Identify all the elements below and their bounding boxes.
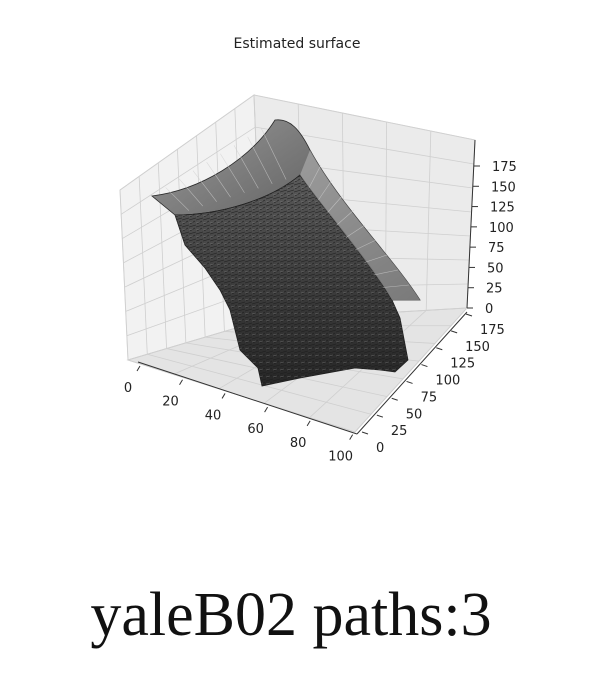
y-axis-line [356, 311, 468, 435]
x-tick-label: 80 [290, 436, 307, 451]
z-axis-line [466, 139, 476, 309]
surface-highlight [300, 150, 420, 300]
y-tick-mark [436, 347, 443, 351]
y-tick-label: 150 [465, 340, 490, 355]
x-tick-mark [179, 379, 183, 385]
y-tick-label: 0 [376, 441, 384, 456]
y-tick-label: 125 [450, 357, 475, 372]
mesh-line [192, 170, 217, 202]
x-ticks: 0 20 40 60 80 100 [124, 365, 354, 465]
x-tick-label: 100 [328, 450, 353, 465]
mesh-line [233, 145, 259, 189]
x-tick-mark [221, 393, 226, 399]
x-tick-mark [136, 365, 141, 372]
y-tick-label: 175 [480, 323, 505, 338]
mesh-line [206, 162, 231, 198]
y-tick-mark [450, 330, 458, 334]
z-tick-label: 175 [492, 160, 517, 175]
x-grid-line [425, 130, 432, 311]
y-grid-line [157, 162, 167, 349]
mesh-line [345, 224, 366, 238]
y-grid-line [138, 176, 148, 355]
mesh-line [318, 179, 333, 201]
x-axis-line [137, 361, 358, 435]
z-tick-label: 75 [488, 241, 505, 256]
x-tick-label: 60 [247, 422, 264, 437]
y-tick-label: 50 [406, 407, 423, 422]
y-grid-line [119, 189, 129, 361]
y-tick-label: 25 [391, 424, 408, 439]
mesh-line [355, 239, 377, 251]
mesh-line [308, 164, 322, 188]
z-tick-label: 100 [489, 221, 514, 236]
x-tick-mark [264, 406, 269, 413]
mesh-line [179, 178, 204, 207]
mesh-line [247, 136, 273, 185]
mesh-line [261, 128, 287, 180]
mesh-line [373, 269, 399, 276]
shell-mesh-lines [165, 128, 410, 288]
x-tick-mark [306, 420, 311, 427]
x-tick-mark [349, 434, 354, 440]
x-tick-label: 40 [205, 408, 222, 423]
y-tick-label: 100 [435, 374, 460, 389]
x-grid-line [354, 307, 468, 433]
z-ticks: 0 25 50 75 100 125 150 175 [467, 160, 517, 317]
mesh-line [382, 284, 410, 288]
estimated-surface [151, 119, 421, 387]
y-tick-mark [391, 397, 398, 401]
z-tick-label: 50 [487, 261, 504, 276]
mesh-line [336, 209, 355, 226]
y-grid-line [147, 353, 372, 415]
x-tick-label: 0 [124, 381, 132, 396]
chart-title: Estimated surface [233, 36, 361, 52]
y-tick-mark [421, 364, 428, 368]
y-grid-line [177, 149, 187, 343]
caption: yaleB02 paths:3 [90, 581, 492, 649]
mesh-line [364, 254, 388, 263]
mesh-line [220, 153, 245, 193]
z-tick-label: 25 [486, 282, 503, 297]
y-tick-label: 75 [421, 390, 438, 405]
y-tick-mark [376, 414, 384, 418]
x-tick-label: 20 [162, 395, 179, 410]
mesh-line [165, 187, 190, 211]
surface-texture [175, 175, 408, 386]
z-tick-label: 0 [485, 302, 493, 317]
z-tick-label: 150 [491, 180, 516, 195]
mesh-line [327, 194, 344, 213]
y-tick-mark [406, 380, 413, 384]
y-tick-mark [361, 431, 369, 435]
y-tick-mark [465, 313, 473, 317]
z-tick-label: 125 [490, 201, 515, 216]
